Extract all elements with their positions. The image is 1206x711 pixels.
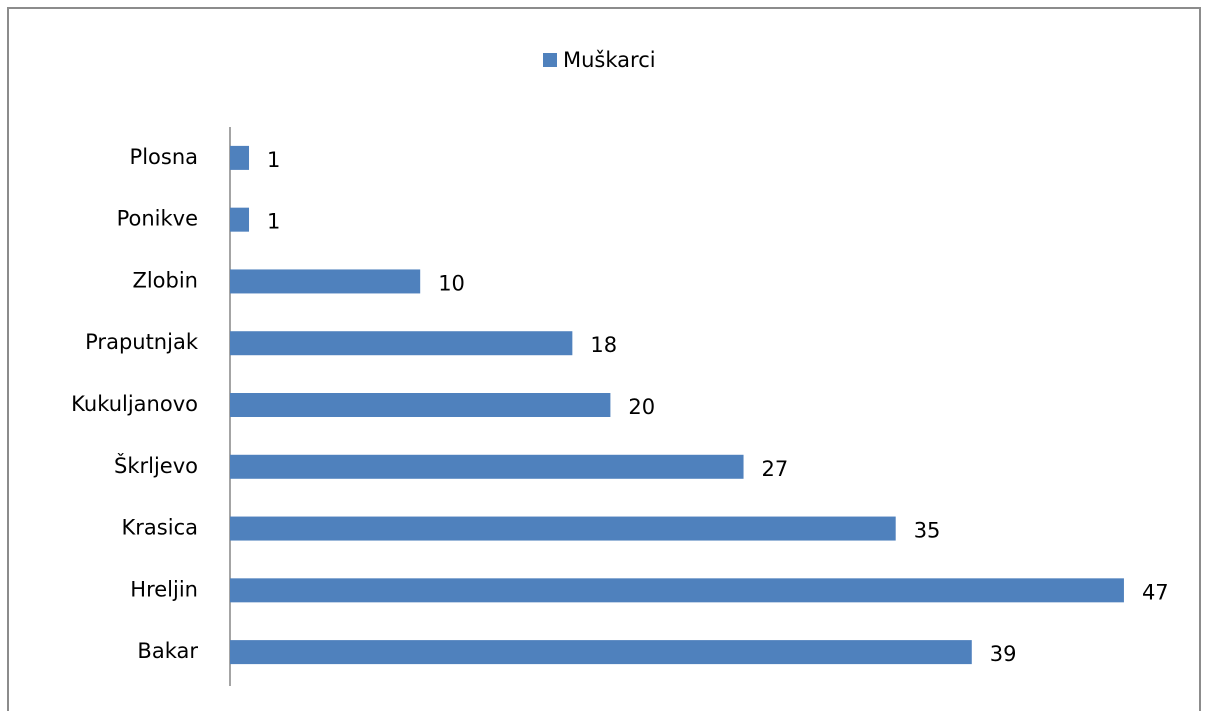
y-tick-label: Bakar — [137, 639, 198, 663]
bar — [230, 207, 250, 232]
data-label: 1 — [267, 148, 280, 172]
y-tick-label: Škrljevo — [114, 453, 198, 478]
bar — [230, 516, 896, 541]
bar — [230, 331, 573, 356]
bar — [230, 145, 250, 170]
data-label: 1 — [267, 210, 280, 234]
data-label: 27 — [762, 457, 789, 481]
legend-label: Muškarci — [563, 48, 656, 72]
data-label: 35 — [914, 519, 941, 543]
y-tick-label: Zlobin — [132, 268, 198, 292]
y-tick-label: Praputnjak — [85, 330, 199, 354]
legend-swatch — [543, 53, 557, 67]
data-label: 20 — [628, 395, 655, 419]
data-label: 47 — [1142, 580, 1169, 604]
y-tick-label: Plosna — [130, 145, 198, 169]
y-tick-label: Kukuljanovo — [71, 392, 198, 416]
chart-frame — [7, 7, 1201, 711]
bar — [230, 269, 421, 294]
y-tick-label: Hreljin — [130, 577, 198, 601]
bar — [230, 454, 744, 479]
bar — [230, 393, 611, 417]
y-tick-label: Krasica — [122, 516, 198, 540]
y-tick-label: Ponikve — [117, 207, 198, 231]
data-label: 18 — [590, 333, 617, 357]
data-label: 39 — [990, 642, 1017, 666]
data-label: 10 — [438, 271, 465, 295]
bar — [230, 640, 972, 665]
bar — [230, 578, 1124, 603]
